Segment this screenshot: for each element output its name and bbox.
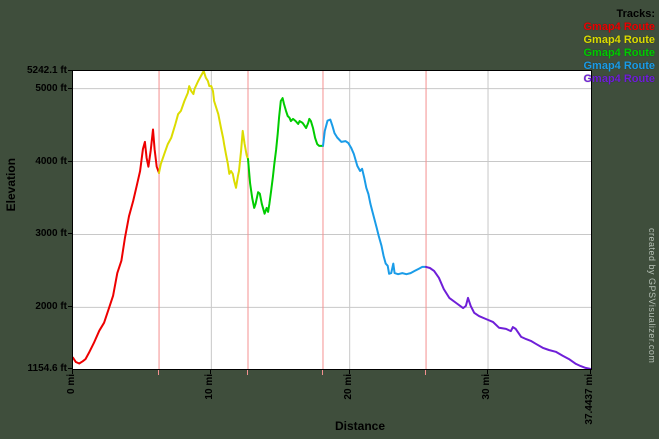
x-tick bbox=[487, 370, 489, 374]
x-tick bbox=[72, 370, 73, 374]
x-axis-label: 30 mi bbox=[481, 374, 493, 400]
y-tick bbox=[68, 160, 72, 162]
y-tick bbox=[68, 368, 72, 369]
x-axis-label: 37.4437 mi bbox=[584, 374, 595, 425]
legend-entry: Gmap4 Route bbox=[583, 73, 655, 85]
y-axis-label: 2000 ft bbox=[35, 301, 67, 313]
y-axis-label: 5000 ft bbox=[35, 82, 67, 94]
track-line-track-5 bbox=[425, 265, 591, 369]
x-axis-label: 20 mi bbox=[342, 374, 354, 400]
track-line-track-3 bbox=[247, 97, 324, 215]
track-line-track-4 bbox=[322, 118, 427, 276]
x-tick bbox=[210, 370, 212, 374]
legend-entry: Gmap4 Route bbox=[583, 34, 655, 46]
x-axis-label: 0 mi bbox=[66, 374, 77, 395]
tracks-legend: Tracks: Gmap4 Route Gmap4 Route Gmap4 Rout… bbox=[583, 8, 655, 86]
y-tick bbox=[68, 306, 72, 308]
y-axis-label: 5242.1 ft bbox=[26, 65, 67, 76]
track-split-tick bbox=[158, 370, 160, 375]
track-split-tick bbox=[247, 370, 248, 375]
x-axis-title: Distance bbox=[334, 419, 386, 433]
legend-entry: Gmap4 Route bbox=[583, 47, 655, 59]
y-tick bbox=[68, 87, 72, 89]
legend-title: Tracks: bbox=[616, 8, 655, 20]
y-axis-label: 1154.6 ft bbox=[27, 363, 67, 374]
track-line-track-1 bbox=[73, 128, 160, 365]
x-tick bbox=[590, 370, 591, 374]
track-line-track-2 bbox=[158, 71, 249, 189]
track-split-tick bbox=[321, 370, 323, 375]
x-tick bbox=[348, 370, 350, 374]
track-split-tick bbox=[425, 370, 427, 375]
legend-entry: Gmap4 Route bbox=[583, 60, 655, 72]
plot-area bbox=[72, 70, 592, 370]
x-axis-label: 10 mi bbox=[204, 374, 216, 400]
y-tick bbox=[68, 70, 72, 71]
legend-entry: Gmap4 Route bbox=[583, 21, 655, 33]
legend-items: Gmap4 Route Gmap4 Route Gmap4 Route Gmap4 R… bbox=[583, 21, 655, 86]
chart-canvas bbox=[73, 71, 591, 369]
watermark-text: created by GPSVisualizer.com bbox=[647, 228, 657, 364]
y-axis-label: 4000 ft bbox=[35, 155, 67, 167]
y-axis-label: 3000 ft bbox=[35, 228, 67, 240]
y-tick bbox=[68, 233, 72, 235]
